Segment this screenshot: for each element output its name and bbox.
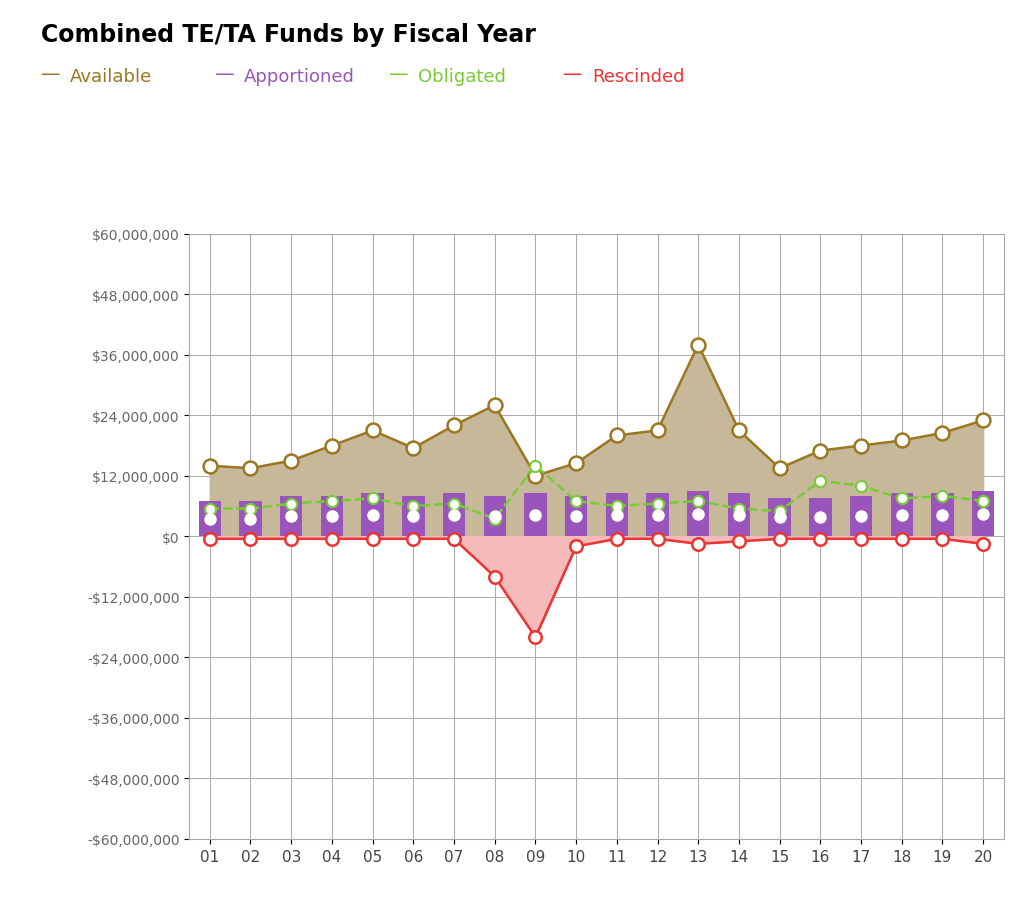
Bar	[605, 494, 628, 537]
Text: —: —	[389, 65, 409, 85]
Bar	[361, 494, 384, 537]
Bar	[442, 494, 465, 537]
Bar	[850, 496, 872, 537]
Text: Obligated: Obligated	[418, 68, 506, 86]
Bar	[280, 496, 302, 537]
Text: Rescinded: Rescinded	[592, 68, 684, 86]
Bar	[972, 492, 994, 537]
Bar	[483, 496, 506, 537]
Bar	[402, 496, 425, 537]
Bar	[199, 502, 221, 537]
Text: —: —	[41, 65, 60, 85]
Bar	[809, 499, 831, 537]
Bar	[565, 496, 588, 537]
Bar	[687, 492, 710, 537]
Text: Combined TE/TA Funds by Fiscal Year: Combined TE/TA Funds by Fiscal Year	[41, 23, 536, 47]
Text: Apportioned: Apportioned	[244, 68, 354, 86]
Bar	[728, 494, 751, 537]
Bar	[524, 494, 547, 537]
Bar	[891, 494, 913, 537]
Text: —: —	[215, 65, 234, 85]
Bar	[768, 499, 791, 537]
Bar	[646, 494, 669, 537]
Bar	[321, 496, 343, 537]
Bar	[931, 494, 953, 537]
Bar	[240, 502, 262, 537]
Text: —: —	[563, 65, 583, 85]
Text: Available: Available	[70, 68, 152, 86]
